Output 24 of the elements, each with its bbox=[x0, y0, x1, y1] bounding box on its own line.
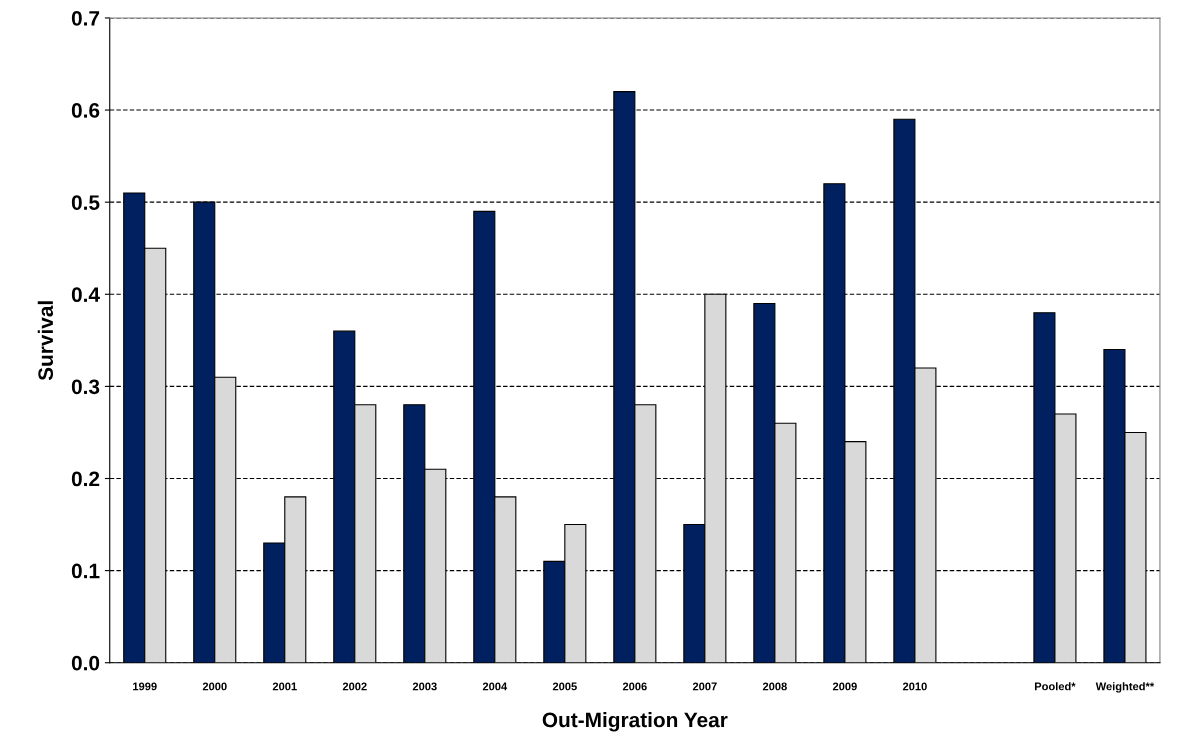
x-tick-label: 2002 bbox=[342, 682, 367, 691]
y-tick-label: 0.1 bbox=[71, 563, 100, 579]
x-tick-label: Pooled* bbox=[1034, 682, 1076, 691]
x-tick-label: 2005 bbox=[552, 682, 577, 691]
x-tick-label: 2010 bbox=[902, 682, 927, 691]
x-tick-label: Weighted** bbox=[1095, 682, 1155, 693]
y-tick-label: 0.4 bbox=[71, 287, 100, 303]
y-tick-label: 0.5 bbox=[71, 195, 100, 210]
x-tick-label: 2000 bbox=[202, 682, 227, 691]
x-tick-label: 2001 bbox=[272, 682, 297, 691]
x-tick-label: 2007 bbox=[692, 682, 717, 691]
x-tick-label: 2008 bbox=[762, 682, 787, 691]
y-tick-label: 0.6 bbox=[71, 103, 100, 118]
x-tick-label: 2004 bbox=[482, 682, 508, 691]
x-tick-label: 2006 bbox=[622, 682, 647, 691]
y-tick-label: 0.3 bbox=[71, 379, 100, 395]
y-tick-label: 0.2 bbox=[71, 471, 100, 487]
y-tick-label: 0.0 bbox=[71, 655, 100, 671]
x-tick-label: 2009 bbox=[832, 682, 857, 691]
y-axis-title: Survival bbox=[37, 301, 54, 381]
x-tick-label: 1999 bbox=[133, 682, 157, 691]
y-tick-label: 0.7 bbox=[71, 10, 100, 26]
x-axis-title: Out-Migration Year bbox=[542, 712, 728, 732]
x-tick-label: 2003 bbox=[412, 682, 437, 691]
